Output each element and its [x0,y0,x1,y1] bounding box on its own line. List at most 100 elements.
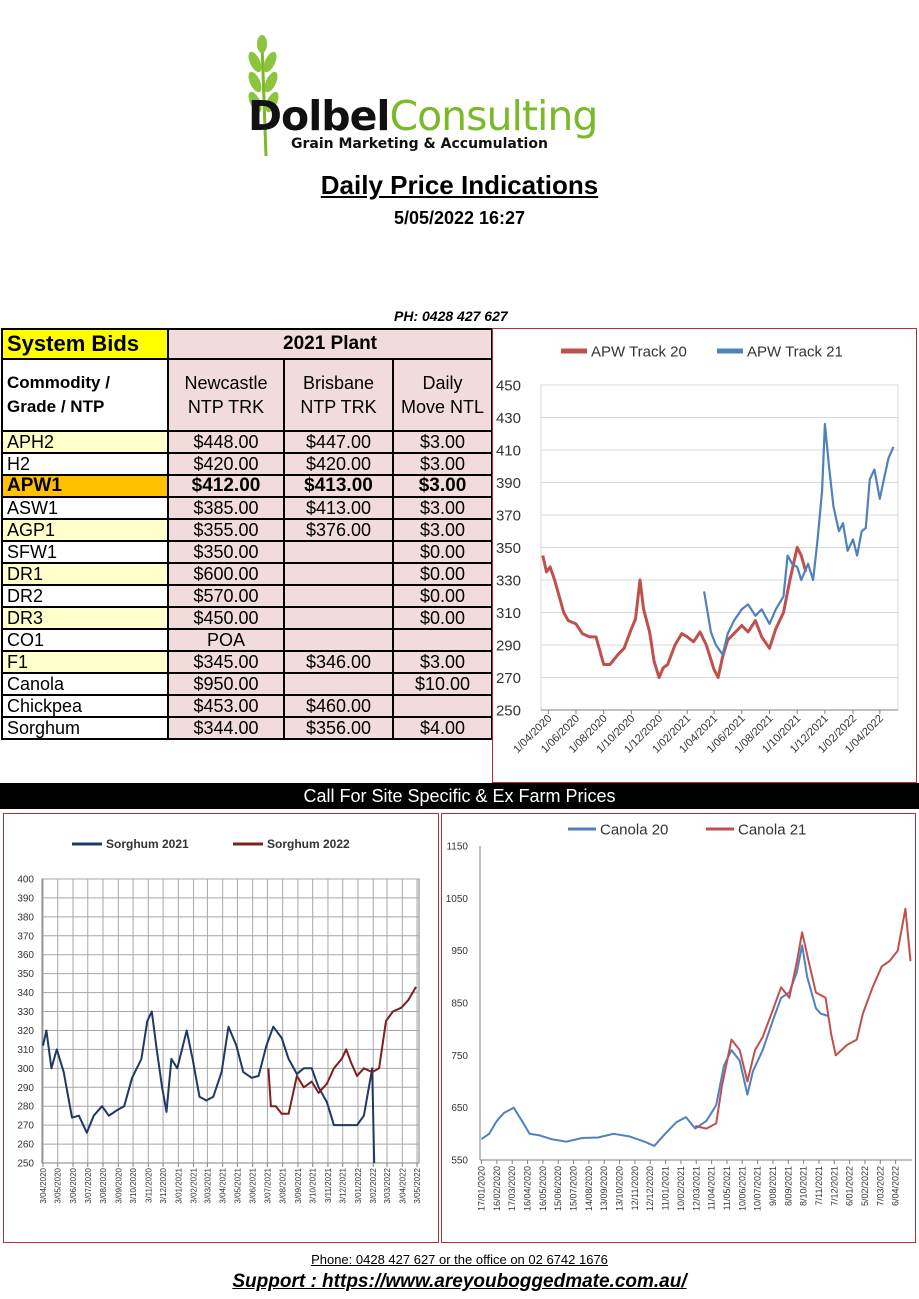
y-tick-label: 300 [17,1064,34,1075]
x-tick-label: 3/03/2022 [383,1167,392,1203]
x-tick-label: 12/11/2020 [630,1166,640,1210]
brisbane-column-header: Brisbane NTP TRK [283,358,394,432]
newcastle-price: $600.00 [167,562,285,586]
x-tick-label: 11/01/2021 [661,1166,671,1210]
brisbane-price [283,562,394,586]
apw-chart-frame [492,328,917,783]
x-tick-label: 10/06/2021 [737,1166,747,1211]
y-tick-label: 340 [17,988,34,999]
daily-move: $3.00 [392,518,493,542]
brand-logo-part2: Consulting [389,92,598,140]
brand-logo-part1: Dolbel [248,92,390,140]
x-tick-label: 6/01/2022 [845,1166,855,1206]
brand-tagline: Grain Marketing & Accumulation [291,136,548,152]
newcastle-price: $570.00 [167,584,285,608]
commodity-name: Chickpea [1,694,169,718]
newcastle-price: $448.00 [167,430,285,454]
apw-price-chart: 2502702903103303503703904104304501/04/20… [496,343,899,756]
brisbane-price [283,672,394,696]
table-row: Chickpea $453.00 $460.00 [1,694,493,718]
footer-phone: Phone: 0428 427 627 or the office on 02 … [0,1252,919,1267]
daily-move: $0.00 [392,562,493,586]
y-tick-label: 320 [17,1026,34,1037]
x-tick-label: 17/01/2020 [477,1166,487,1211]
y-tick-label: 310 [496,605,521,622]
support-link[interactable]: Support : https://www.areyouboggedmate.c… [232,1271,687,1292]
x-tick-label: 12/03/2021 [691,1166,701,1211]
x-tick-label: 3/10/2020 [129,1167,138,1203]
brisbane-price: $420.00 [283,452,394,476]
y-tick-label: 850 [451,999,468,1010]
canola-chart-frame [441,813,916,1243]
x-tick-label: 12/12/2020 [645,1166,655,1211]
y-tick-label: 250 [496,702,521,719]
series-line [703,422,895,656]
newcastle-column-header: Newcastle NTP TRK [167,358,285,432]
newcastle-price: $385.00 [167,496,285,520]
table-row: APH2 $448.00 $447.00 $3.00 [1,430,493,454]
daily-move [392,694,493,718]
brisbane-price: $413.00 [283,474,394,498]
daily-move [392,628,493,652]
y-tick-label: 360 [17,950,34,961]
brisbane-price: $356.00 [283,716,394,740]
footer-support[interactable]: Support : https://www.areyouboggedmate.c… [0,1271,919,1293]
x-tick-label: 3/12/2021 [339,1167,348,1203]
legend-label: Sorghum 2022 [267,837,350,851]
series-line [541,546,808,679]
x-tick-label: 3/02/2021 [190,1167,199,1203]
newcastle-price: $350.00 [167,540,285,564]
table-row: APW1 $412.00 $413.00 $3.00 [1,474,493,498]
newcastle-price: $355.00 [167,518,285,542]
table-row: CO1 POA [1,628,493,652]
commodity-name: H2 [1,452,169,476]
table-row: DR1 $600.00 $0.00 [1,562,493,586]
x-tick-label: 10/02/2021 [676,1166,686,1211]
brand-logo: DolbelConsulting [248,92,598,140]
table-row: H2 $420.00 $420.00 $3.00 [1,452,493,476]
x-tick-label: 3/01/2022 [354,1167,363,1203]
system-bids-label: System Bids [1,328,169,360]
x-tick-label: 3/05/2020 [54,1167,63,1203]
y-tick-label: 410 [496,442,521,459]
daily-move: $10.00 [392,672,493,696]
table-row: ASW1 $385.00 $413.00 $3.00 [1,496,493,520]
daily-move: $3.00 [392,650,493,674]
brisbane-price: $447.00 [283,430,394,454]
newcastle-price: $450.00 [167,606,285,630]
newcastle-price: $344.00 [167,716,285,740]
commodity-name: ASW1 [1,496,169,520]
series-line [480,944,829,1147]
footer-phone-text: Phone: 0428 427 627 or the office on 02 … [311,1252,608,1267]
legend-label: Canola 21 [738,821,806,838]
x-tick-label: 8/09/2021 [783,1166,793,1206]
y-tick-label: 450 [496,377,521,394]
x-tick-label: 3/04/2021 [219,1167,228,1203]
brisbane-price [283,540,394,564]
x-tick-label: 3/01/2021 [174,1167,183,1203]
newcastle-price: $420.00 [167,452,285,476]
brisbane-price: $376.00 [283,518,394,542]
plant-header: 2021 Plant [167,328,493,360]
y-tick-label: 750 [451,1051,468,1062]
commodity-name: APW1 [1,474,169,498]
plot-area [41,878,420,1164]
sorghum-chart-frame [3,813,439,1243]
commodity-name: AGP1 [1,518,169,542]
newcastle-price: $412.00 [167,474,285,498]
table-row: DR2 $570.00 $0.00 [1,584,493,608]
legend-label: Canola 20 [600,821,668,838]
x-tick-label: 3/09/2020 [114,1167,123,1203]
x-tick-label: 15/07/2020 [569,1166,579,1211]
daily-move-column-header: Daily Move NTL [392,358,493,432]
table-row: Sorghum $344.00 $356.00 $4.00 [1,716,493,740]
y-tick-label: 310 [17,1045,34,1056]
x-tick-label: 3/07/2020 [84,1167,93,1203]
price-table: System Bids 2021 Plant Commodity / Grade… [1,328,493,740]
series-line [694,907,912,1130]
table-row: SFW1 $350.00 $0.00 [1,540,493,564]
x-tick-label: 3/12/2020 [159,1167,168,1203]
y-tick-label: 370 [496,507,521,524]
x-tick-label: 3/11/2021 [324,1167,333,1203]
newcastle-price: $950.00 [167,672,285,696]
